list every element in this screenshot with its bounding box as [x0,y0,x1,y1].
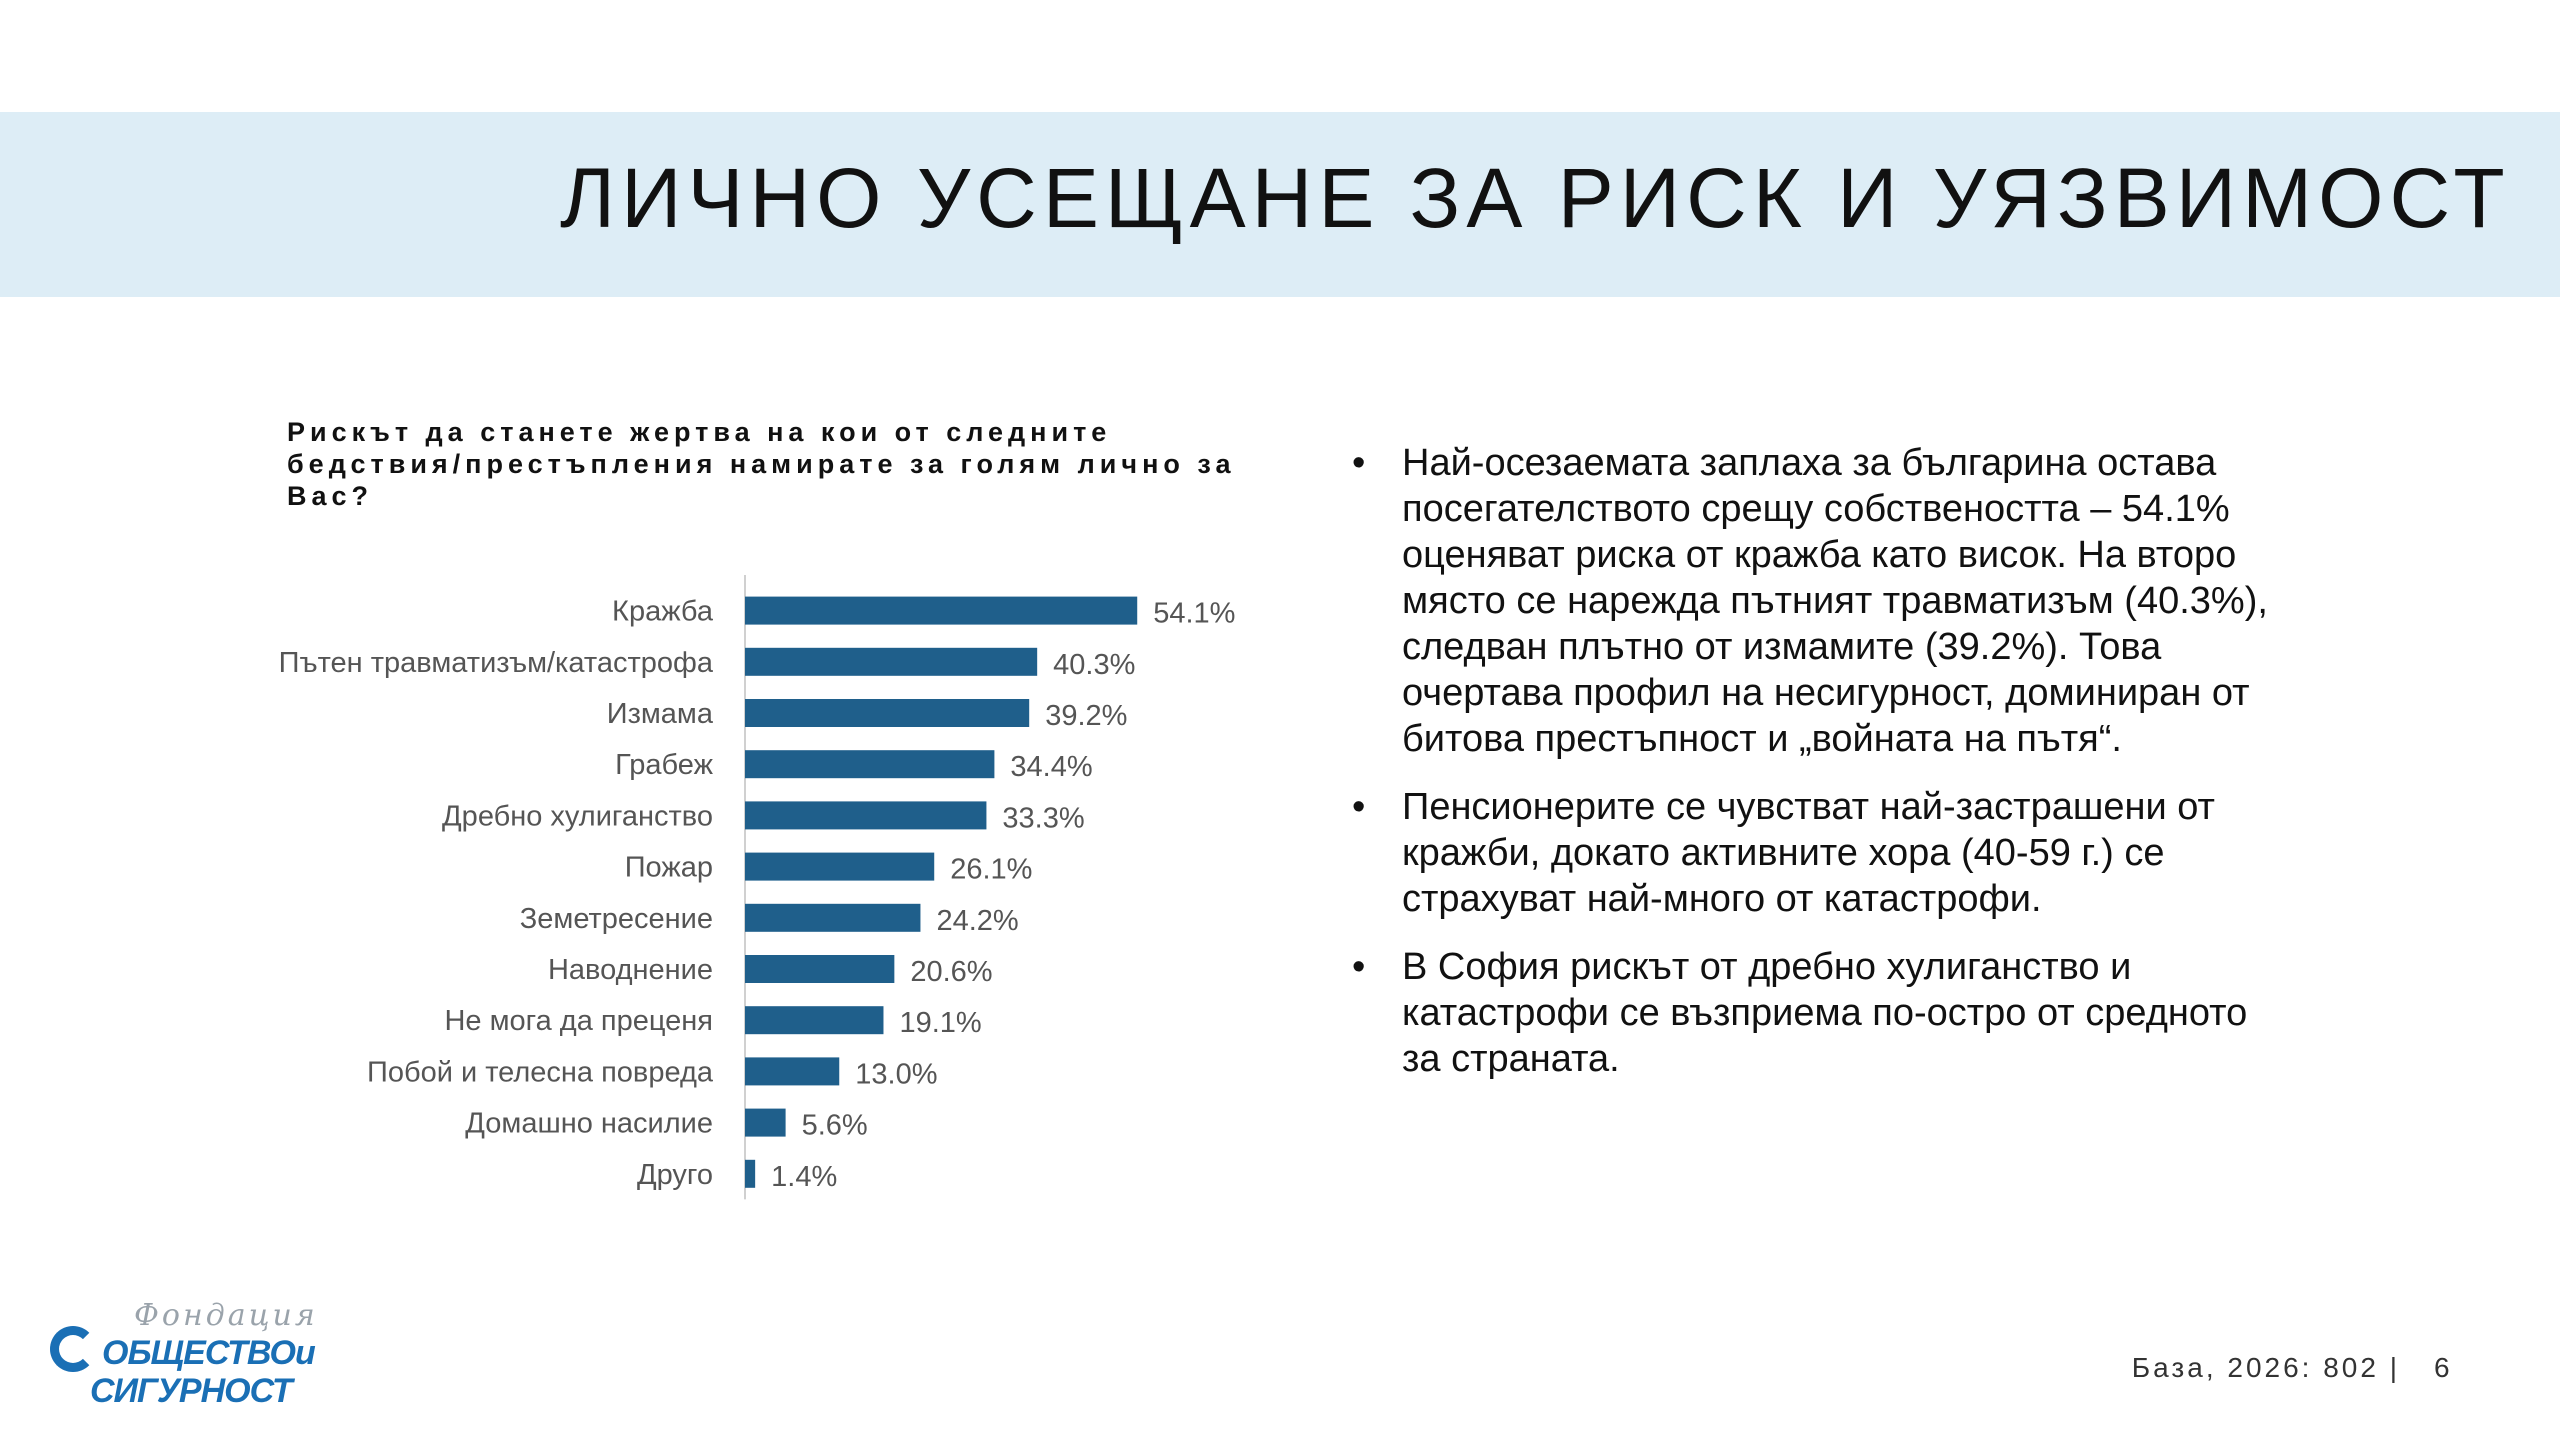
logo-line2: СИГУРНОСТ [90,1372,293,1410]
category-label: Земетресение [520,903,713,935]
data-label: 24.2% [936,905,1018,937]
logo-script-text: Фондация [134,1298,318,1333]
bullet-dot-icon: • [1352,442,1366,484]
data-label: 1.4% [771,1161,837,1193]
logo-c-icon [50,1326,96,1372]
data-label: 54.1% [1153,598,1235,630]
bullet-item: • В София рискът от дребно хулиганство и … [1352,944,2292,1082]
category-label: Кражба [612,596,714,628]
bar [745,955,895,983]
bar [745,1159,756,1188]
data-label: 20.6% [910,956,992,988]
page-number: 6 [2434,1352,2450,1383]
data-label: 5.6% [802,1110,868,1142]
bar [745,750,995,779]
bar [745,596,1138,625]
data-label: 33.3% [1002,802,1084,834]
data-label: 40.3% [1053,649,1135,681]
bullet-text: В София рискът от дребно хулиганство и к… [1402,946,2248,1080]
category-label: Побой и телесна повреда [367,1056,714,1088]
bar [745,852,935,881]
category-label: Не мога да преценя [444,1005,713,1037]
bullet-dot-icon: • [1352,786,1366,828]
foundation-logo: Фондация ОБЩЕСТВОи СИГУРНОСТ [46,1298,366,1418]
category-label: Пътен травматизъм/катастрофа [279,647,714,679]
category-label: Пожар [625,852,713,884]
category-label: Друго [637,1159,713,1191]
data-label: 39.2% [1045,700,1127,732]
bullet-item: • Пенсионерите се чувстват най-застрашени… [1352,784,2292,922]
bullet-dot-icon: • [1352,946,1366,988]
bar-chart-svg: Кражба 54.1% Пътен травматизъм/катастрофа 4… [279,575,1235,1200]
bar [745,903,921,932]
bar [745,1057,840,1086]
bullet-item: • Най-осезаемата заплаха за българина ост… [1352,440,2292,762]
bar [745,1006,884,1035]
bullet-list: • Най-осезаемата заплаха за българина ост… [1352,440,2292,1104]
bar-chart: Кражба 54.1% Пътен травматизъм/катастрофа 4… [0,575,1300,1205]
bar [745,699,1030,727]
category-label: Грабеж [615,749,713,781]
category-label: Наводнение [548,954,713,986]
bullet-text: Най-осезаемата заплаха за българина оста… [1402,442,2268,760]
data-label: 13.0% [855,1058,937,1090]
category-label: Измама [607,698,714,730]
page-title: ЛИЧНО УСЕЩАНЕ ЗА РИСК И УЯЗВИМОСТ [560,151,2511,245]
chart-question: Рискът да станете жертва на кои от следн… [287,417,1236,511]
bar [745,647,1038,676]
footer-base-size: База, 2026: 802 | [2131,1352,2400,1383]
bullet-text: Пенсионерите се чувстват най-застрашени … [1402,786,2215,920]
bar [745,801,987,830]
category-label: Дребно хулиганство [442,800,713,832]
title-band [0,112,2560,297]
category-label: Домашно насилие [465,1108,713,1140]
logo-line1: ОБЩЕСТВОи [102,1334,316,1372]
data-label: 34.4% [1010,751,1092,783]
data-label: 26.1% [950,854,1032,886]
data-label: 19.1% [899,1007,981,1039]
bar [745,1108,786,1137]
